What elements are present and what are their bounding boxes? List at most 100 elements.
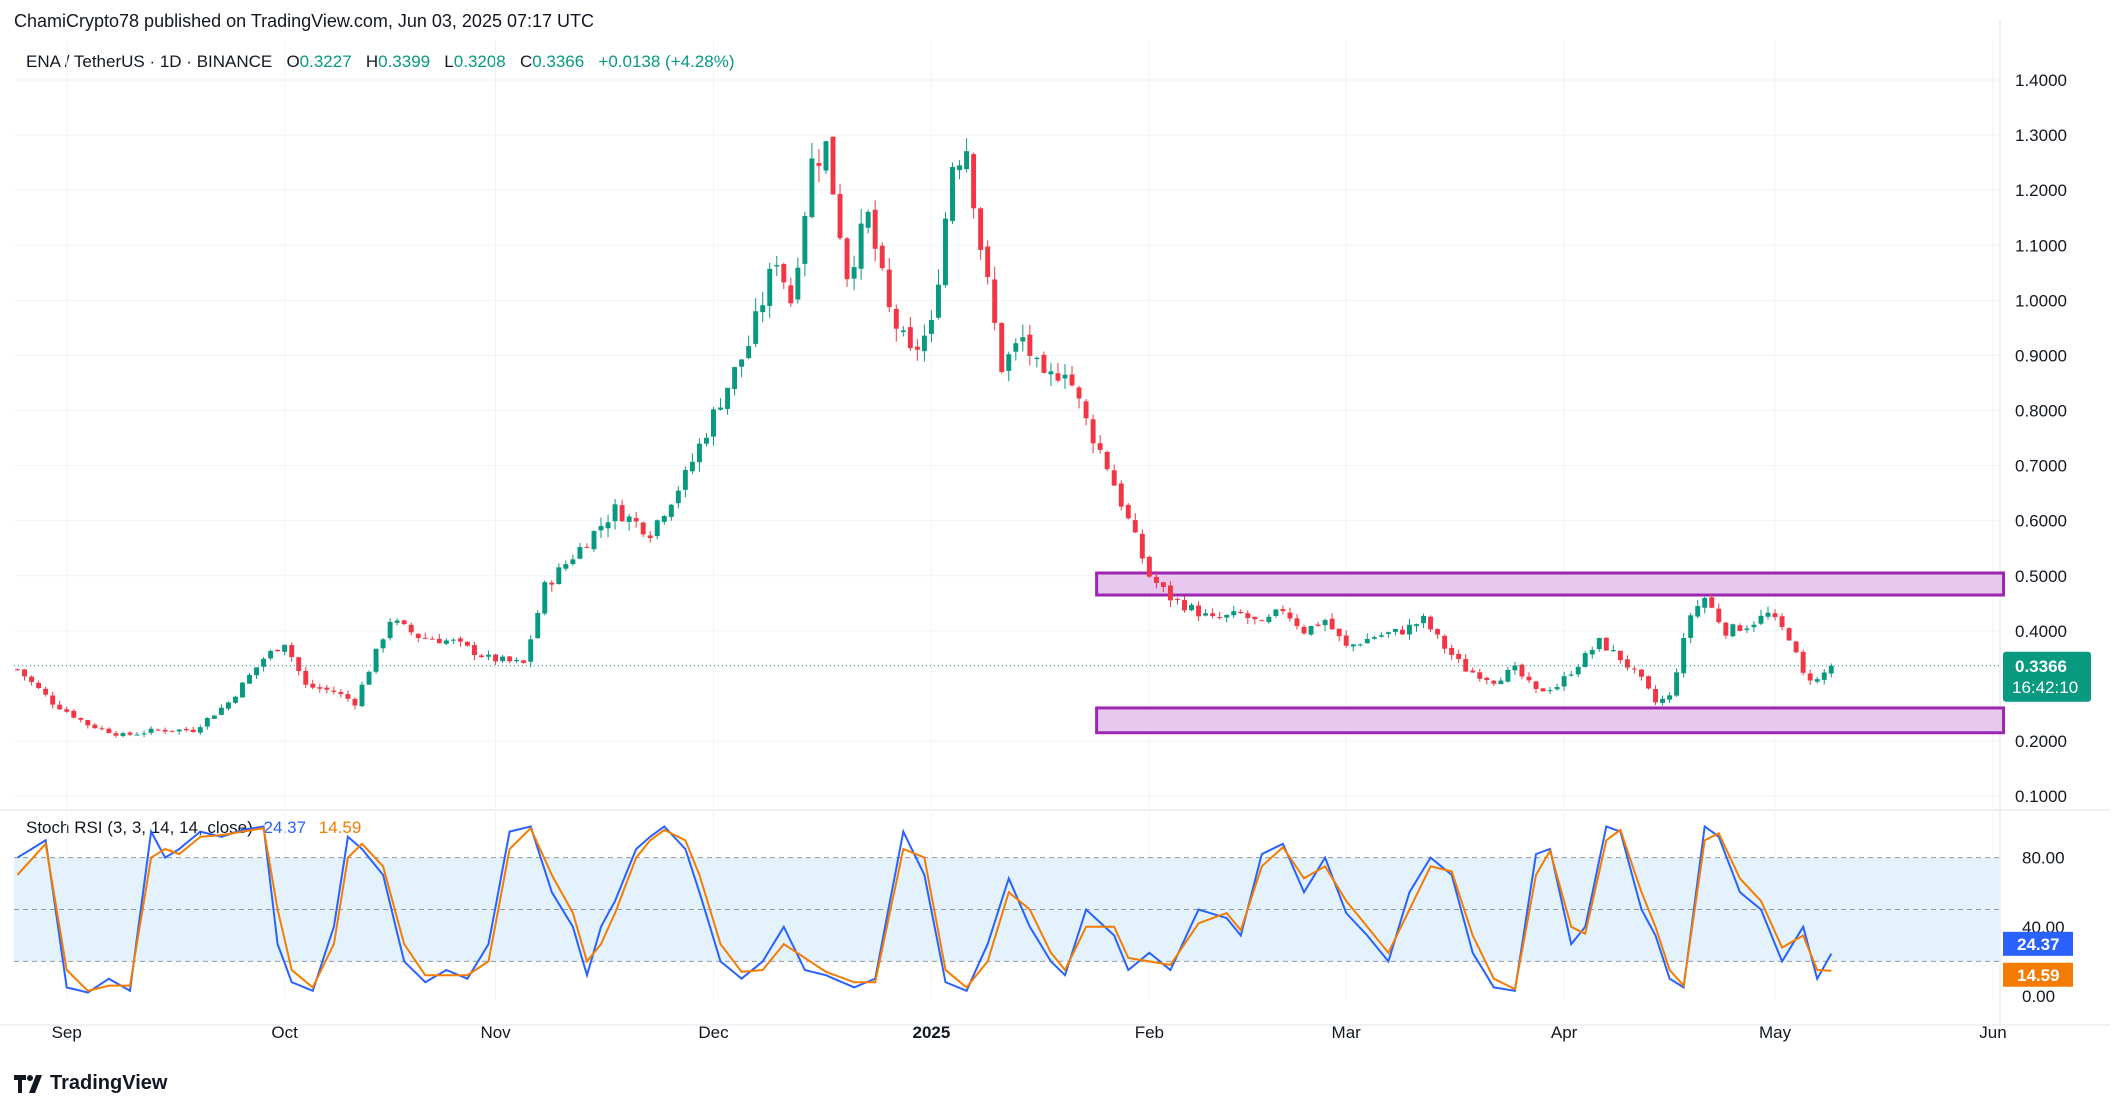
candle-body <box>528 639 534 662</box>
candle-body <box>549 582 555 585</box>
price-tick-label: 1.3000 <box>2015 126 2067 145</box>
candle-body <box>858 223 864 269</box>
stoch-rsi-legend: Stoch RSI (3, 3, 14, 14, close) 24.37 14… <box>26 818 361 838</box>
candle-body <box>1364 638 1370 644</box>
candle-body <box>725 387 731 409</box>
candle-body <box>464 641 470 646</box>
candle-body <box>732 367 738 390</box>
candle-body <box>823 141 829 171</box>
time-tick-label: Apr <box>1551 1023 1578 1042</box>
candle-body <box>1357 644 1363 646</box>
candle-body <box>310 683 316 688</box>
candle-body <box>394 620 400 623</box>
time-axis[interactable]: SepOctNovDec2025FebMarAprMayJunJul <box>52 1023 2114 1042</box>
support-zone[interactable] <box>1095 706 2006 735</box>
candle-body <box>1793 641 1799 653</box>
candle-body <box>479 655 484 658</box>
candle-body <box>436 638 442 644</box>
candle-body <box>57 704 63 710</box>
candle-body <box>254 667 259 676</box>
candle-body <box>345 694 351 699</box>
candle-body <box>1153 576 1159 583</box>
candle-body <box>169 730 175 732</box>
candle-body <box>682 470 688 490</box>
candle-body <box>282 644 288 652</box>
resistance-zone[interactable] <box>1095 571 2006 597</box>
candle-body <box>64 709 70 712</box>
candle-body <box>486 654 491 657</box>
candle-body <box>1505 669 1511 682</box>
candle-body <box>50 695 56 705</box>
candle-body <box>1561 676 1567 687</box>
symbol-legend: ENA / TetherUS · 1D · BINANCE O0.3227 H0… <box>26 52 735 72</box>
candle-body <box>521 660 527 663</box>
candle-body <box>1449 647 1455 655</box>
candle-body <box>1132 520 1138 533</box>
candle-body <box>809 158 815 217</box>
price-axis[interactable]: 1.4000 1.3000 1.2000 1.1000 1.0000 0.9000 0.80… <box>2015 71 2067 806</box>
time-tick-label: 2025 <box>913 1023 951 1042</box>
candle-body <box>1730 624 1736 637</box>
candle-body <box>457 638 463 642</box>
candle-body <box>1674 672 1680 696</box>
candle-body <box>1442 635 1448 649</box>
candle-body <box>957 165 963 171</box>
candle-body <box>1807 673 1813 681</box>
candle-body <box>1554 687 1560 690</box>
candle-body <box>1821 672 1827 680</box>
candle-body <box>1062 374 1068 379</box>
time-tick-label: May <box>1759 1023 1792 1042</box>
stoch-rsi-title[interactable]: Stoch RSI (3, 3, 14, 14, close) <box>26 818 253 837</box>
low-value: 0.3208 <box>453 52 506 71</box>
candle-body <box>1189 604 1195 611</box>
stoch-rsi-tick-label: 80.00 <box>2022 849 2065 868</box>
candle-body <box>711 409 716 437</box>
time-tick-label: Mar <box>1332 1023 1362 1042</box>
last-price-tag[interactable]: 0.3366 16:42:10 <box>2003 651 2091 702</box>
stoch-rsi-tag-bg <box>2003 931 2073 956</box>
low-label: L <box>444 52 454 71</box>
price-tag-countdown: 16:42:10 <box>2012 678 2078 697</box>
high-value: 0.3399 <box>378 52 431 71</box>
candle-body <box>1653 688 1658 703</box>
symbol-name[interactable]: ENA / TetherUS · 1D · BINANCE <box>26 52 273 71</box>
candle-body <box>1800 651 1806 673</box>
candle-body <box>1610 650 1616 652</box>
candle-body <box>851 267 857 279</box>
candle-body <box>1428 616 1434 630</box>
candle-body <box>1477 672 1483 679</box>
candle-body <box>1540 688 1546 692</box>
candle-body <box>1758 615 1764 624</box>
candle-body <box>1491 680 1497 684</box>
candle-body <box>1828 665 1834 674</box>
candle-body <box>1385 632 1391 634</box>
candle-body <box>1407 624 1412 635</box>
candle-body <box>240 682 245 698</box>
candle-body <box>1624 659 1630 668</box>
candle-body <box>317 687 323 689</box>
candle-body <box>971 154 977 209</box>
candle-body <box>563 564 569 569</box>
candle-body <box>598 526 604 531</box>
candle-body <box>359 684 365 707</box>
candle-body <box>120 733 126 736</box>
tradingview-brand[interactable]: TradingView <box>14 1072 167 1095</box>
candle-body <box>1048 371 1054 375</box>
price-tag-value: 0.3366 <box>2015 657 2067 676</box>
candle-body <box>472 645 477 656</box>
candle-body <box>1681 638 1687 674</box>
candle-body <box>605 522 611 529</box>
candle-body <box>1301 626 1307 634</box>
candle-body <box>408 624 414 633</box>
candle-body <box>1182 599 1187 611</box>
candle-body <box>1013 343 1019 352</box>
candle-body <box>802 216 808 264</box>
candle-body <box>36 682 42 689</box>
candle-body <box>1498 680 1504 685</box>
open-label: O <box>286 52 300 71</box>
candle-body <box>1737 625 1743 632</box>
candle-body <box>999 323 1005 372</box>
candle-body <box>247 675 252 684</box>
close-value: 0.3366 <box>532 52 585 71</box>
